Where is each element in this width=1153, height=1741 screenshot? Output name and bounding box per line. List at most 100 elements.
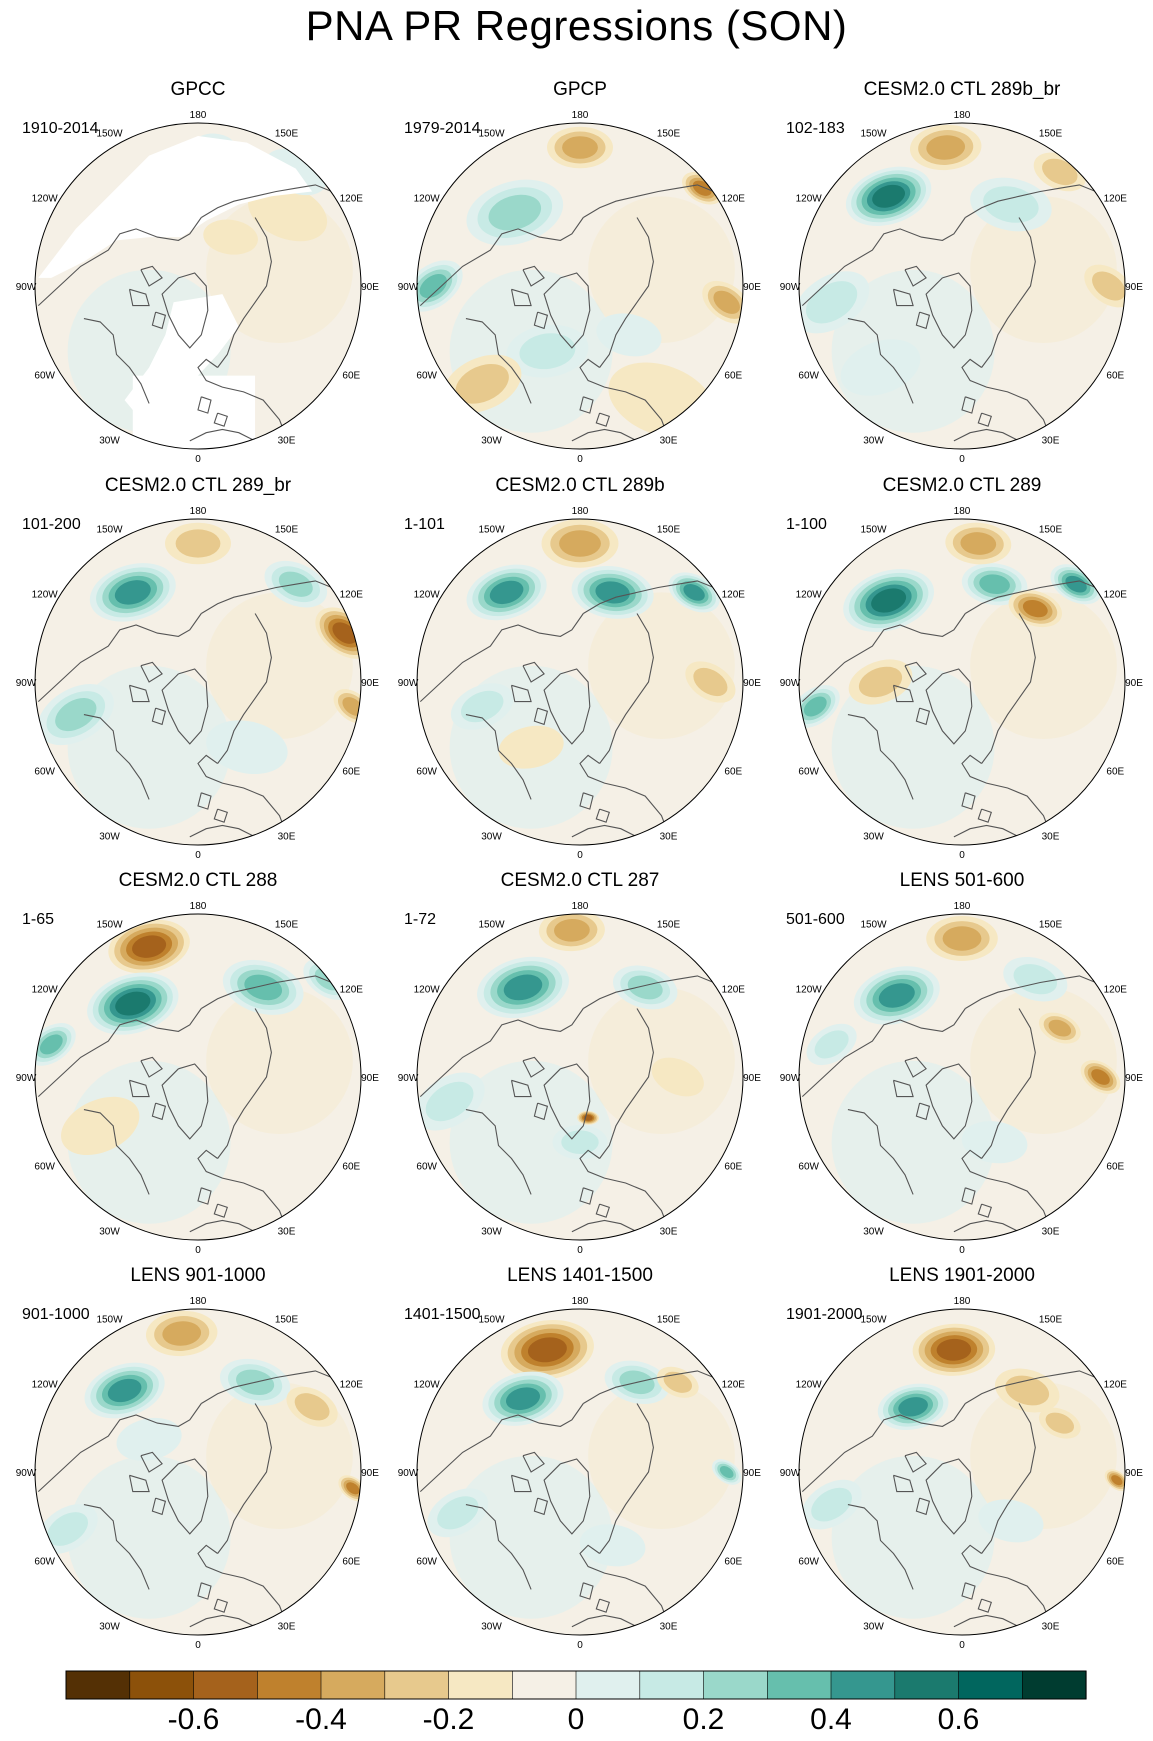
anomaly-contour	[116, 1417, 182, 1461]
longitude-label: 30W	[481, 1621, 502, 1632]
coastlines	[37, 1370, 332, 1628]
precip-field	[417, 123, 743, 449]
anomaly-contour	[1022, 599, 1048, 618]
longitude-label: 120W	[414, 590, 441, 601]
longitude-label: 120W	[414, 194, 441, 205]
longitude-label: 0	[577, 850, 583, 861]
anomaly-contour	[1091, 1069, 1110, 1085]
longitude-label: 30E	[278, 1621, 296, 1632]
colorbar-tick-label: -0.6	[168, 1703, 220, 1736]
longitude-label: 60E	[724, 767, 742, 778]
coastlines	[801, 975, 1096, 1233]
longitude-label: 60W	[416, 1162, 437, 1173]
longitude-label: 90W	[780, 678, 801, 689]
longitude-label: 120W	[414, 985, 441, 996]
precip-field	[417, 1309, 743, 1635]
anomaly-contour	[936, 1338, 972, 1361]
longitude-label: 60W	[798, 371, 819, 382]
longitude-label: 90E	[743, 1468, 761, 1479]
panel-title: CESM2.0 CTL 289	[883, 475, 1042, 496]
colorbar-box	[766, 1670, 832, 1700]
longitude-label: 150W	[96, 920, 123, 931]
longitude-label: 30E	[660, 1621, 678, 1632]
map-panel: LENS 1901-2000 1901-2000 180 150E 120E 90E 60E…	[780, 1265, 1144, 1651]
anomaly-contour	[872, 184, 906, 208]
longitude-label: 0	[959, 1640, 965, 1651]
colorbar-box	[129, 1670, 195, 1700]
anomaly-contour	[1042, 158, 1078, 186]
longitude-label: 120E	[1104, 1380, 1128, 1391]
longitude-label: 120W	[796, 590, 823, 601]
anomaly-contour	[1092, 271, 1125, 301]
colorbar-box	[320, 1670, 386, 1700]
map-panel: CESM2.0 CTL 287 1-72 180 150E 120E 90E 60E 30E 0…	[398, 870, 762, 1256]
longitude-label: 150E	[1039, 525, 1063, 536]
precip-field	[35, 914, 361, 1240]
longitude-label: 60E	[724, 1557, 742, 1568]
map-boundary	[798, 518, 1126, 846]
longitude-label: 180	[572, 901, 589, 912]
longitude-label: 120E	[1104, 194, 1128, 205]
longitude-label: 60W	[34, 767, 55, 778]
panel-period: 1-72	[404, 911, 436, 928]
longitude-label: 150W	[478, 1315, 505, 1326]
longitude-label: 0	[577, 454, 583, 465]
longitude-label: 150W	[96, 1315, 123, 1326]
anomaly-contour	[527, 1337, 567, 1363]
longitude-label: 30E	[1042, 831, 1060, 842]
longitude-label: 60E	[724, 371, 742, 382]
colorbar-tick-label: -0.4	[295, 1703, 347, 1736]
map-panel: CESM2.0 CTL 289b 1-101 180 150E 120E 90E 60E 30…	[398, 475, 762, 861]
longitude-label: 150E	[1039, 920, 1063, 931]
anomaly-contour	[107, 1378, 142, 1403]
anomaly-contour	[203, 219, 258, 255]
panel-period: 1-101	[404, 516, 445, 533]
longitude-label: 90W	[780, 1073, 801, 1084]
map-boundary	[416, 913, 744, 1241]
panel-title: GPCP	[553, 79, 607, 100]
panel-title: LENS 501-600	[900, 870, 1025, 891]
anomaly-contour	[562, 136, 598, 159]
longitude-label: 0	[959, 1245, 965, 1256]
map-panel: CESM2.0 CTL 289b_br 102-183 180 150E 120E 90E…	[780, 79, 1144, 465]
panel-period: 901-1000	[22, 1306, 90, 1323]
anomaly-contour	[248, 183, 328, 242]
map-boundary	[34, 122, 362, 450]
longitude-label: 180	[572, 1296, 589, 1307]
anomaly-contour	[1065, 575, 1087, 593]
longitude-label: 150E	[657, 525, 681, 536]
coastlines	[37, 975, 332, 1233]
longitude-label: 60W	[798, 767, 819, 778]
longitude-label: 180	[954, 1296, 971, 1307]
longitude-label: 150E	[657, 1315, 681, 1326]
longitude-label: 90E	[1125, 678, 1143, 689]
colorbar-box	[958, 1670, 1023, 1700]
anomaly-contour	[871, 588, 907, 613]
anomaly-contour	[878, 983, 915, 1008]
anomaly-contour	[1013, 964, 1058, 995]
colorbar-box	[894, 1670, 960, 1700]
anomaly-contour	[554, 918, 590, 942]
anomaly-contour	[579, 1524, 646, 1567]
longitude-label: 120E	[1104, 985, 1128, 996]
longitude-label: 120W	[32, 985, 59, 996]
anomaly-contour	[663, 1371, 693, 1393]
longitude-label: 0	[195, 1640, 201, 1651]
longitude-label: 180	[190, 110, 207, 121]
precip-field	[417, 914, 743, 1240]
map-boundary	[34, 913, 362, 1241]
longitude-label: 180	[954, 506, 971, 517]
longitude-label: 90E	[743, 678, 761, 689]
longitude-label: 180	[954, 110, 971, 121]
map-boundary	[416, 518, 744, 846]
longitude-label: 30E	[278, 435, 296, 446]
longitude-label: 60E	[1106, 767, 1124, 778]
map-boundary	[34, 1308, 362, 1636]
longitude-label: 180	[572, 110, 589, 121]
panel-title: CESM2.0 CTL 289b_br	[864, 79, 1061, 100]
longitude-label: 60E	[342, 1162, 360, 1173]
longitude-label: 30W	[99, 435, 120, 446]
map-boundary	[798, 122, 1126, 450]
longitude-label: 90W	[16, 1073, 37, 1084]
